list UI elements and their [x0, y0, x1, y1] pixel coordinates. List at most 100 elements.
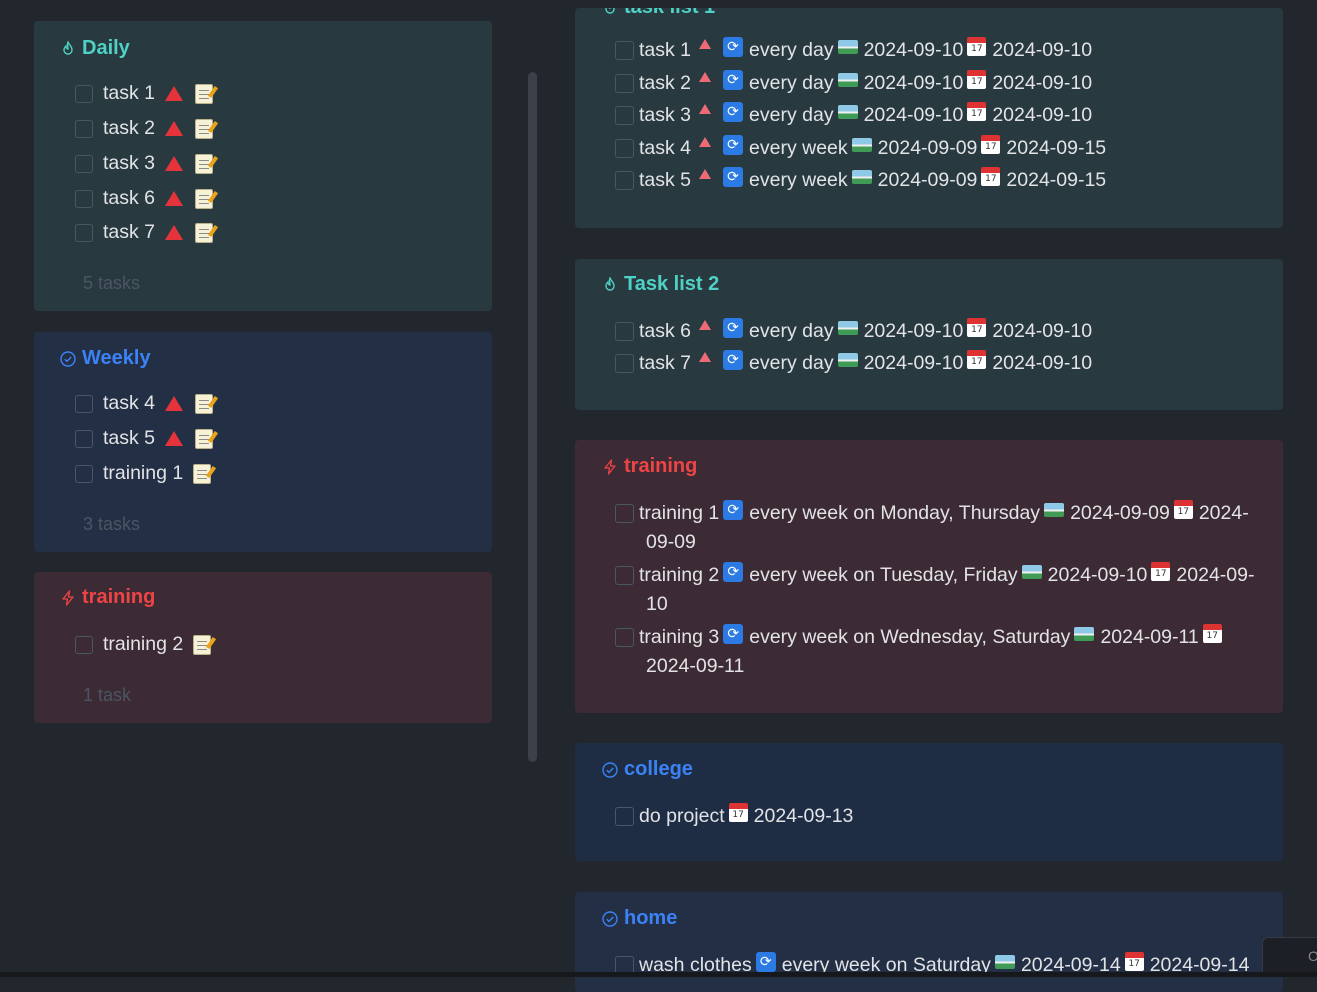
start-date: 2024-09-14 [1020, 954, 1121, 976]
task-checkbox[interactable] [615, 322, 634, 341]
task-checkbox[interactable] [75, 154, 93, 173]
task-row: task 2 ⟳ every day 2024-09-10 17 2024-09… [615, 69, 1092, 95]
task-checkbox[interactable] [75, 189, 93, 208]
due-date-wrap: 2024-09-11 [646, 655, 745, 677]
task-name[interactable]: task 5 [639, 169, 692, 191]
recurrence-text: every day [749, 104, 834, 126]
calendar-icon: 17 [728, 803, 748, 822]
flame-icon [605, 276, 615, 291]
recurrence-text: every week [749, 169, 848, 191]
recurrence-text: every week on Monday, Thursday [749, 502, 1041, 524]
task-name[interactable]: task 6 [103, 187, 156, 209]
task-name[interactable]: task 2 [103, 117, 156, 139]
task-checkbox[interactable] [615, 504, 634, 523]
task-row-wrap: 2024-09-11 [646, 655, 744, 678]
memo-icon[interactable] [193, 634, 212, 655]
training-card: training training 2 1 task [34, 572, 492, 723]
memo-icon[interactable] [195, 153, 214, 174]
task-name[interactable]: task 2 [639, 72, 692, 94]
start-date-icon [851, 169, 872, 184]
task-name[interactable]: task 1 [103, 82, 156, 104]
college-card: college do project 17 2024-09-13 [575, 743, 1283, 861]
due-date-wrap: 10 [646, 593, 668, 615]
task-checkbox[interactable] [75, 464, 93, 483]
start-date-icon [837, 352, 858, 367]
start-date-icon [837, 320, 858, 335]
priority-high-icon [699, 136, 712, 147]
task-checkbox[interactable] [615, 106, 634, 125]
task-name[interactable]: task 5 [103, 427, 156, 449]
memo-icon[interactable] [195, 428, 214, 449]
calendar-icon: 17 [967, 350, 987, 369]
task-checkbox[interactable] [615, 139, 634, 158]
task-name[interactable]: task 4 [639, 137, 692, 159]
task-name[interactable]: wash clothes [639, 954, 752, 976]
task-row: task 1 [75, 82, 214, 105]
memo-icon[interactable] [195, 188, 214, 209]
repeat-icon: ⟳ [723, 36, 744, 57]
priority-high-icon [165, 225, 184, 240]
task-checkbox[interactable] [615, 354, 634, 373]
task-name[interactable]: task 4 [103, 392, 156, 414]
check-circle-icon [60, 350, 76, 367]
task-count: 3 tasks [83, 514, 141, 534]
task-checkbox[interactable] [75, 223, 93, 242]
task-name[interactable]: task 3 [103, 152, 156, 174]
task-checkbox[interactable] [75, 635, 93, 654]
task-row-wrap: 10 [646, 593, 668, 616]
task-row: task 3 ⟳ every day 2024-09-10 17 2024-09… [615, 101, 1092, 127]
status-corner[interactable]: O [1262, 937, 1317, 977]
task-name[interactable]: task 7 [639, 352, 692, 374]
home-header: home [602, 907, 677, 930]
bottom-edge [0, 972, 1317, 977]
due-date: 2024- [1198, 502, 1249, 524]
task-row: task 1 ⟳ every day 2024-09-10 17 2024-09… [615, 36, 1092, 62]
task-checkbox[interactable] [75, 84, 93, 103]
task-name[interactable]: task 7 [103, 221, 156, 243]
task-checkbox[interactable] [615, 566, 634, 585]
memo-icon[interactable] [195, 222, 214, 243]
weekly-title: Weekly [82, 347, 151, 369]
task-name[interactable]: task 1 [639, 39, 692, 61]
repeat-icon: ⟳ [723, 317, 744, 338]
priority-high-icon [699, 168, 712, 179]
task-row: task 2 [75, 117, 214, 140]
college-title: college [624, 758, 693, 780]
due-date: 2024-09-13 [753, 805, 854, 827]
start-date-icon [837, 39, 858, 54]
task-checkbox[interactable] [75, 429, 93, 448]
task-name[interactable]: task 6 [639, 320, 692, 342]
task-name[interactable]: training 2 [639, 564, 720, 586]
task-row: training 2 [75, 633, 212, 656]
task-row: task 4 [75, 392, 214, 415]
priority-high-icon [699, 103, 712, 114]
task-checkbox[interactable] [615, 74, 634, 93]
memo-icon[interactable] [195, 83, 214, 104]
check-circle-icon [602, 761, 618, 778]
memo-icon[interactable] [195, 118, 214, 139]
task-row: training 2 ⟳ every week on Tuesday, Frid… [615, 561, 1254, 587]
task-name[interactable]: training 2 [103, 633, 184, 655]
due-date: 2024-09-15 [1006, 169, 1107, 191]
home-card: home wash clothes ⟳ every week on Saturd… [575, 892, 1283, 992]
task-checkbox[interactable] [75, 119, 93, 138]
start-date-icon [1074, 626, 1095, 641]
task-checkbox[interactable] [615, 807, 634, 826]
scrollbar[interactable] [528, 72, 537, 762]
task-name[interactable]: training 3 [639, 626, 720, 648]
daily-title: Daily [82, 37, 130, 59]
task-name[interactable]: do project [639, 805, 725, 827]
start-date: 2024-09-10 [863, 320, 964, 342]
task-name[interactable]: training 1 [639, 502, 720, 524]
memo-icon[interactable] [193, 463, 212, 484]
task-checkbox[interactable] [615, 41, 634, 60]
task-checkbox[interactable] [615, 628, 634, 647]
flame-icon [63, 40, 73, 55]
task-checkbox[interactable] [615, 171, 634, 190]
lightning-icon [62, 589, 74, 606]
memo-icon[interactable] [195, 393, 214, 414]
task-name[interactable]: task 3 [639, 104, 692, 126]
task-checkbox[interactable] [75, 394, 93, 413]
task-name[interactable]: training 1 [103, 462, 184, 484]
repeat-icon: ⟳ [723, 101, 744, 122]
